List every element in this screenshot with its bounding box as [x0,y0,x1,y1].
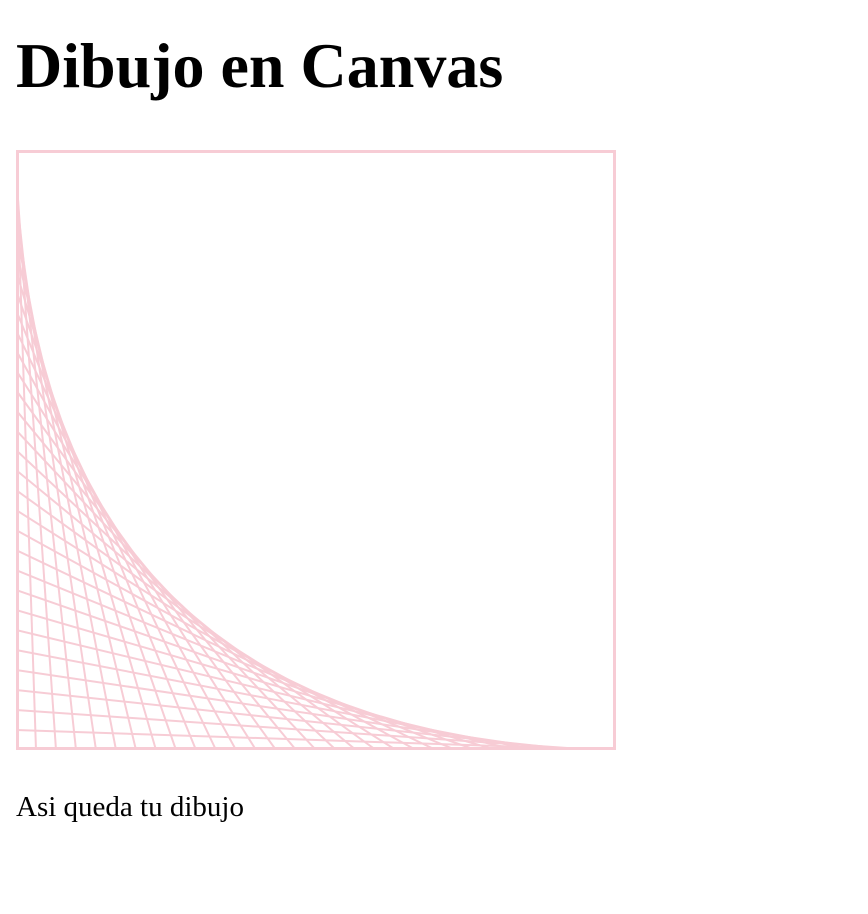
art-line [16,709,597,750]
art-line [16,289,177,750]
art-line [16,489,377,750]
art-line [16,309,197,750]
art-line [16,549,437,750]
canvas-border [16,150,616,750]
art-line [16,329,217,750]
art-line [16,249,137,750]
art-line [16,729,616,750]
art-line [16,669,557,750]
drawing-canvas [16,150,616,750]
art-line [16,689,577,750]
art-line [16,349,237,750]
art-line [16,449,337,750]
caption: Asi queda tu dibujo [16,791,244,823]
art-line [16,469,357,750]
page-title: Dibujo en Canvas [16,30,504,101]
art-line [16,369,257,750]
art-line [16,529,417,750]
art-line [16,269,157,750]
line-art [16,150,616,750]
